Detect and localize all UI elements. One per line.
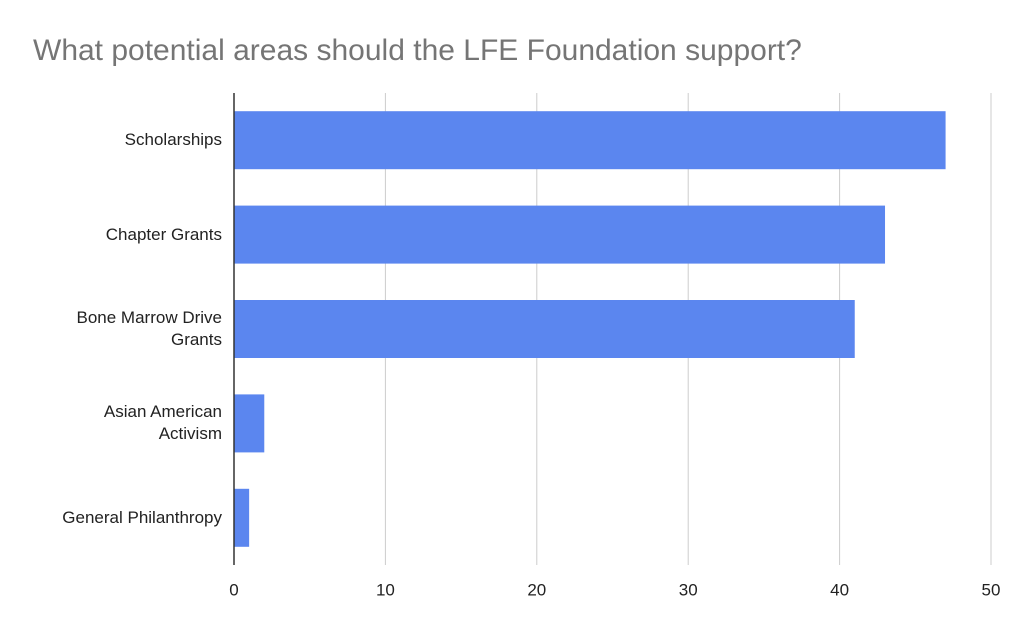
bar [234, 488, 250, 547]
chart-title: What potential areas should the LFE Foun… [33, 34, 802, 67]
y-tick-label: General Philanthropy [62, 507, 222, 527]
bar [234, 111, 946, 170]
x-tick-label: 40 [830, 580, 849, 599]
bar [234, 300, 855, 358]
y-tick-label: Asian American Activism [103, 402, 222, 444]
x-tick-label: 0 [229, 580, 238, 599]
bar [234, 394, 265, 453]
y-tick-label: Chapter Grants [105, 224, 222, 244]
y-tick-label: Scholarships [124, 130, 222, 150]
x-tick-label: 30 [679, 580, 698, 599]
x-tick-label: 20 [527, 580, 546, 599]
x-tick-label: 10 [376, 580, 395, 599]
bar [234, 205, 886, 264]
x-tick-label: 50 [982, 580, 1001, 599]
y-tick-label: Bone Marrow Drive Grants [76, 308, 223, 349]
